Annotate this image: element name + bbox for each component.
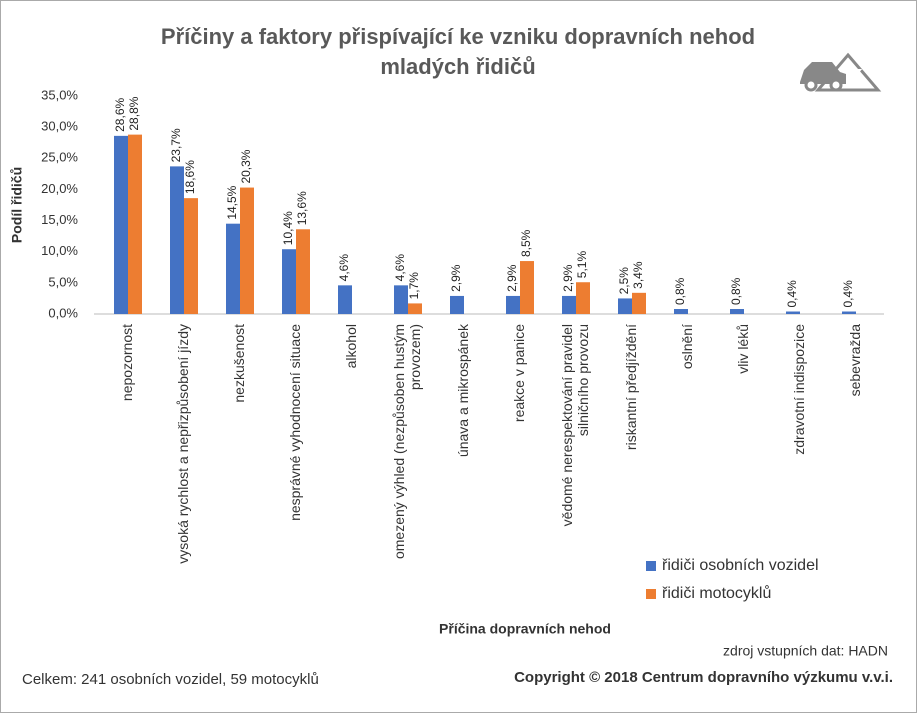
x-tick-label: vysoká rychlost a nepřizpůsobení jízdy [175, 324, 191, 564]
value-label: 23,7% [169, 128, 183, 162]
value-label: 4,6% [393, 254, 407, 282]
bar [240, 187, 254, 314]
x-tick-label: riskantní předjíždění [623, 324, 639, 450]
value-label: 2,9% [449, 264, 463, 292]
value-label: 4,6% [337, 254, 351, 282]
bar [114, 135, 128, 314]
value-label: 2,9% [561, 264, 575, 292]
value-label: 5,1% [575, 251, 589, 279]
source: zdroj vstupních dat: HADN [723, 643, 888, 659]
y-tick-label: 25,0% [41, 150, 78, 165]
chart-title: Příčiny a faktory přispívající ke vzniku… [161, 24, 755, 79]
value-label: 18,6% [183, 160, 197, 194]
legend-label: řidiči osobních vozidel [662, 557, 819, 574]
x-tick-label: únava a mikrospánek [455, 323, 471, 457]
bar [618, 298, 632, 314]
x-tick-label: nesprávné vyhodnocení situace [287, 324, 303, 521]
value-label: 1,7% [407, 272, 421, 300]
legend-swatch [646, 589, 656, 599]
legend-swatch [646, 561, 656, 571]
x-tick-label: reakce v panice [511, 324, 527, 422]
bar [674, 309, 688, 314]
y-tick-label: 30,0% [41, 119, 78, 134]
y-tick-label: 15,0% [41, 212, 78, 227]
value-label: 2,5% [617, 267, 631, 295]
value-label: 0,8% [673, 277, 687, 305]
x-tick-label: zdravotní indispozice [791, 324, 807, 455]
value-label: 28,6% [113, 98, 127, 132]
bar [520, 261, 534, 314]
value-label: 2,9% [505, 264, 519, 292]
bar [226, 223, 240, 314]
value-label: 0,4% [841, 280, 855, 308]
value-label: 10,4% [281, 211, 295, 245]
x-tick-label: nepozornost [119, 324, 135, 401]
value-label: 20,3% [239, 149, 253, 183]
value-label: 14,5% [225, 185, 239, 219]
value-label: 8,5% [519, 229, 533, 257]
y-tick-label: 35,0% [41, 87, 78, 102]
value-label: 3,4% [631, 261, 645, 289]
bar [296, 229, 310, 314]
x-tick-label: vliv léků [735, 324, 751, 374]
y-axis-label: Podíl řidičů [9, 167, 25, 243]
bar [450, 295, 464, 314]
bar [128, 134, 142, 314]
bar [730, 309, 744, 314]
value-label: 28,8% [127, 96, 141, 130]
bar [842, 311, 856, 314]
x-tick-label: vědomé nerespektování pravidelsilničního… [559, 324, 591, 526]
value-label: 0,8% [729, 277, 743, 305]
x-tick-label: alkohol [343, 324, 359, 368]
x-tick-label: sebevražda [847, 324, 863, 397]
bar [184, 198, 198, 314]
value-label: 13,6% [295, 191, 309, 225]
bar [562, 295, 576, 314]
legend-label: řidiči motocyklů [662, 584, 771, 602]
y-tick-label: 10,0% [41, 243, 78, 258]
bar [506, 295, 520, 314]
x-tick-label: omezený výhled (nezpůsoben hustýmprovoze… [391, 324, 423, 559]
copyright: Copyright © 2018 Centrum dopravního výzk… [514, 669, 893, 686]
y-tick-label: 20,0% [41, 181, 78, 196]
x-tick-label: nezkušenost [231, 324, 247, 403]
bar [786, 311, 800, 314]
y-tick-label: 0,0% [48, 305, 78, 320]
bar [170, 166, 184, 314]
total-note: Celkem: 241 osobních vozidel, 59 motocyk… [22, 671, 319, 688]
x-axis-label: Příčina dopravních nehod [439, 621, 611, 637]
x-tick-label: oslnění [679, 324, 695, 369]
y-tick-label: 5,0% [48, 274, 78, 289]
bar [632, 292, 646, 314]
value-label: 0,4% [785, 280, 799, 308]
bar [282, 249, 296, 314]
bar [394, 285, 408, 314]
bar [576, 282, 590, 314]
logo [800, 52, 882, 92]
bar [408, 303, 422, 314]
bar [338, 285, 352, 314]
